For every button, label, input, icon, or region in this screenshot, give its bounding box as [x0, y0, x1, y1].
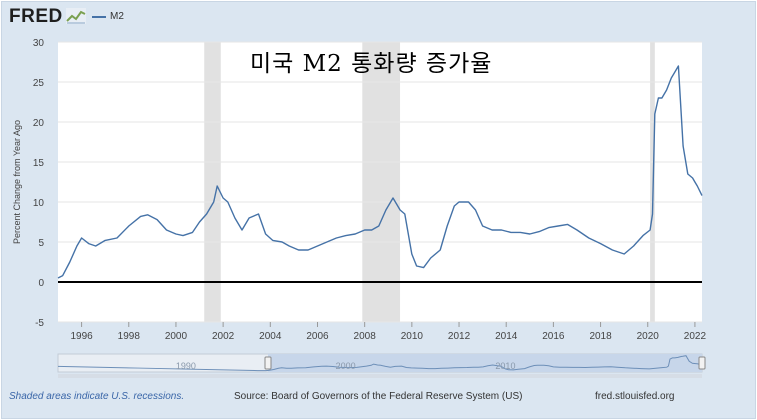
- recession-band-1: [362, 42, 401, 322]
- recession-note: Shaded areas indicate U.S. recessions.: [9, 391, 185, 402]
- x-tick-label: 2014: [495, 331, 518, 342]
- y-tick-label: 15: [33, 158, 45, 169]
- navigator-tick-label: 2000: [336, 361, 356, 371]
- chart-annotation: 미국 M2 통화량 증가율: [250, 51, 493, 77]
- y-tick-label: 10: [33, 198, 45, 209]
- x-tick-label: 2000: [165, 331, 188, 342]
- y-tick-label: 30: [33, 38, 45, 49]
- navigator-handle-left[interactable]: [264, 356, 272, 370]
- series-line-m2: [57, 65, 703, 279]
- recession-band-2: [650, 42, 655, 322]
- chart-line-icon: [66, 8, 86, 24]
- y-tick-label: 5: [38, 238, 44, 249]
- x-tick-label: 2010: [401, 331, 424, 342]
- navigator-series: [57, 355, 703, 372]
- x-tick-label: 2006: [306, 331, 329, 342]
- x-tick-label: 2016: [542, 331, 565, 342]
- site-link[interactable]: fred.stlouisfed.org: [595, 391, 675, 402]
- x-tick-label: 2018: [589, 331, 612, 342]
- recession-band-0: [204, 42, 221, 322]
- x-tick-label: 2012: [448, 331, 471, 342]
- navigator-tick-label: 2010: [495, 361, 515, 371]
- legend-label: M2: [110, 11, 124, 22]
- x-tick-label: 1996: [70, 331, 93, 342]
- navigator-scrollbar: [58, 374, 702, 378]
- y-axis-label: Percent Change from Year Ago: [12, 120, 22, 244]
- source-note: Source: Board of Governors of the Federa…: [234, 391, 523, 402]
- y-tick-label: 20: [33, 118, 45, 129]
- navigator-handle-right[interactable]: [698, 356, 706, 370]
- x-tick-label: 2020: [637, 331, 660, 342]
- x-tick-label: 2008: [354, 331, 377, 342]
- navigator-tick-label: 1990: [176, 361, 196, 371]
- legend-swatch: [92, 15, 106, 18]
- x-tick-label: 2004: [259, 331, 282, 342]
- y-tick-label: -5: [35, 318, 44, 329]
- x-tick-label: 2022: [684, 331, 707, 342]
- x-tick-label: 1998: [118, 331, 141, 342]
- x-tick-label: 2002: [212, 331, 235, 342]
- y-tick-label: 25: [33, 78, 45, 89]
- legend[interactable]: M2: [92, 11, 124, 22]
- fred-logo[interactable]: FRED: [9, 6, 63, 27]
- navigator-selection: [268, 354, 702, 372]
- y-tick-label: 0: [38, 278, 44, 289]
